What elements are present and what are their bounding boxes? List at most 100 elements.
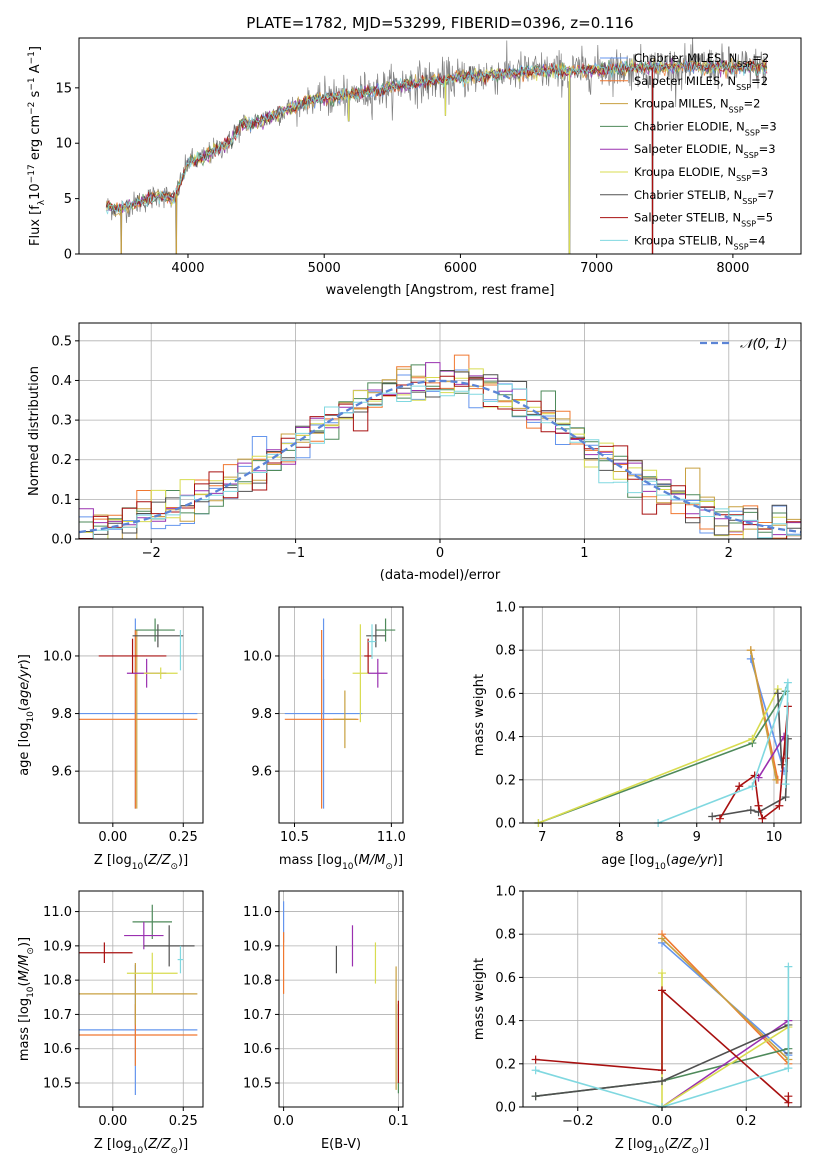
y-axis-label: Normed distribution [27,366,42,496]
label-part: Normed distribution [27,366,42,496]
legend-sub: SSP [734,242,749,251]
weight-marker [715,814,724,823]
y-tick-label: 1.0 [495,885,516,900]
y-tick-label: 10 [55,137,72,152]
y-tick-label: 10.5 [43,1077,72,1092]
x-axis-label: Z [log10(Z/Z⊙)] [615,1137,709,1156]
weight-marker [781,780,790,789]
label-part: )] [178,853,188,868]
model-spectrum-8 [105,60,768,215]
legend-label: Chabrier STELIB, N [634,188,742,202]
weight-marker [746,654,755,663]
weight-marker [658,1077,666,1086]
label-part: s [28,90,43,101]
label-part: erg cm [28,115,43,164]
label-part: Flux [f [28,205,43,246]
label-part: ( [17,706,32,711]
label-part: 10 [132,862,144,872]
y-tick-label: 0.4 [51,374,72,389]
legend-suffix: =5 [756,211,773,225]
y-tick-label: 0.4 [495,730,516,745]
x-tick-label: 0.00 [98,830,127,845]
y-tick-label: 11.0 [243,905,272,920]
weight-marker [784,1092,793,1101]
label-part: −2 [27,102,37,115]
label-part: 10 [26,711,36,723]
y-tick-label: 11.0 [43,905,72,920]
label-part: ⊙ [170,1146,178,1156]
weight-marker [531,1055,540,1064]
x-tick-label: 0.2 [736,1114,757,1129]
normal-curve [79,379,801,534]
y-tick-label: 10.7 [43,1008,72,1023]
x-axis-label: E(B-V) [321,1137,361,1152]
legend-entry: Salpeter ELODIE, NSSP=3 [634,142,776,160]
label-part: λ [37,199,47,205]
residual-legend: 𝒩(0, 1) [700,337,787,352]
label-part: Z/Z [668,1137,692,1152]
x-tick-label: 6000 [444,261,477,276]
weight-marker [777,760,786,769]
legend-sub: SSP [744,151,759,160]
legend-entry: Chabrier MILES, NSSP=2 [634,51,769,69]
x-tick-label: 0.00 [98,1114,127,1129]
x-tick-label: 0.25 [169,1114,198,1129]
weight-series-2 [750,650,778,780]
label-part: −1 [27,77,37,90]
y-tick-label: 0.0 [495,1101,516,1116]
legend-sub: SSP [741,219,756,228]
y-tick-label: 10.7 [243,1008,272,1023]
legend-suffix: =2 [751,74,768,88]
weight-lines-weight-vs-Z [531,930,793,1111]
label-part: )] [393,853,403,868]
weight-marker [735,782,744,791]
y-tick-label: 5 [64,192,72,207]
label-part: ( [354,853,359,868]
legend-suffix: =4 [749,233,766,247]
label-part: wavelength [Angstrom, rest frame] [326,283,555,298]
x-tick-label: 10.5 [280,830,309,845]
label-part: −17 [27,164,37,183]
label-part: mass weight [472,674,487,756]
label-part: age/yr [17,663,32,706]
weight-series-8 [535,966,790,1108]
legend-label: Salpeter ELODIE, N [634,142,744,156]
x-tick-label: 1 [580,546,588,561]
label-part: ] [28,46,43,51]
legend-label: Salpeter MILES, N [634,74,736,88]
y-tick-label: 0 [64,248,72,263]
label-part: 10 [342,862,354,872]
label-part: 10 [132,1146,144,1156]
legend-entry: Kroupa STELIB, NSSP=4 [634,233,765,251]
y-tick-label: 0.6 [495,687,516,702]
x-tick-label: 8000 [716,261,749,276]
weight-marker [746,646,755,655]
y-tick-label: 10.0 [43,649,72,664]
weight-marker [772,775,781,784]
y-tick-label: 0.8 [495,928,516,943]
weight-marker [658,934,666,943]
x-axis-label: (data-model)/error [380,568,501,583]
errorbars-mass-vs-ebv [282,901,400,1094]
y-tick-label: 0.2 [51,453,72,468]
axes-frame [278,606,404,824]
y-tick-label: 0.1 [51,493,72,508]
y-tick-label: 9.6 [251,765,272,780]
label-part: )] [17,654,32,664]
x-axis-label: Z [log10(Z/Z⊙)] [94,1137,188,1156]
legend-suffix: =3 [751,165,768,179]
label-part: ( [666,853,671,868]
y-tick-label: 1.0 [495,601,516,616]
y-tick-label: 0.3 [51,414,72,429]
label-part: )] [699,1137,709,1152]
x-tick-label: −0.2 [562,1114,594,1129]
legend-label: Salpeter STELIB, N [634,211,741,225]
weight-marker [708,812,717,821]
y-tick-label: 0.6 [495,971,516,986]
x-tick-label: 9 [693,830,701,845]
x-axis-label: mass [log10(M/M⊙)] [279,853,403,872]
y-tick-label: 10.8 [243,974,272,989]
